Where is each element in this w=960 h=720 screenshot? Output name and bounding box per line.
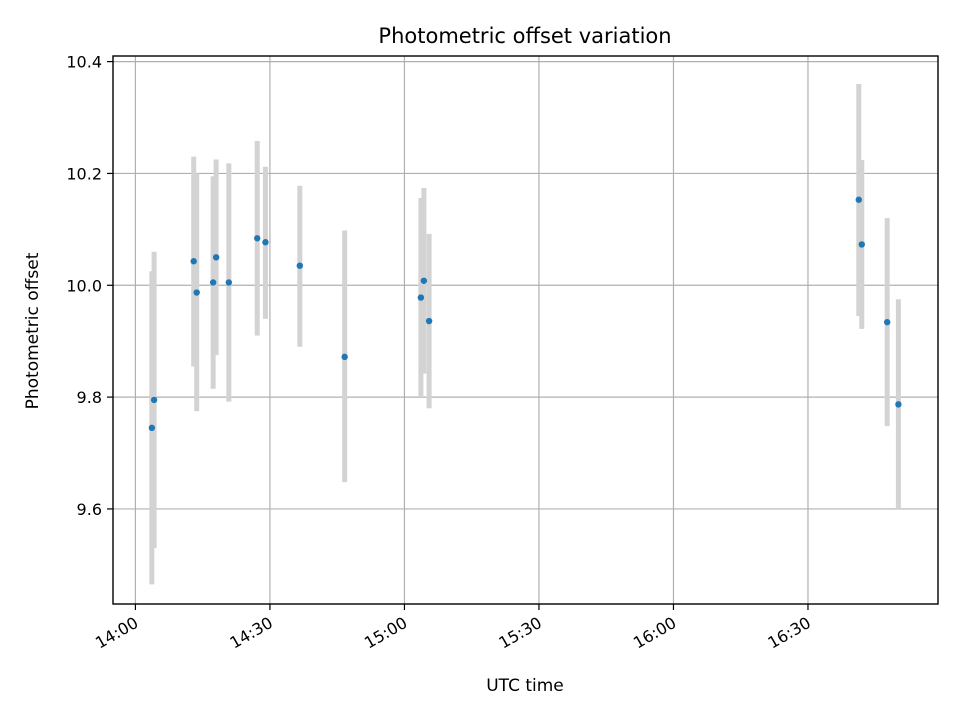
y-tick-label: 9.6: [77, 500, 102, 519]
data-point: [296, 262, 304, 269]
data-point: [193, 289, 200, 296]
data-point: [858, 241, 865, 248]
chart-title: Photometric offset variation: [378, 24, 671, 48]
data-point: [262, 239, 269, 246]
data-point: [150, 396, 158, 404]
x-axis-label: UTC time: [486, 676, 564, 696]
x-axis-ticks: 14:00 14:30 15:00 15:30 16:00 16:30: [92, 604, 814, 653]
y-tick-label: 9.8: [77, 388, 102, 407]
data-point: [855, 196, 862, 203]
plot-frame: [112, 55, 939, 605]
data-point: [895, 401, 902, 408]
x-tick-label: 15:30: [496, 613, 545, 653]
y-axis-label: Photometric offset: [23, 252, 43, 409]
data-point: [254, 235, 261, 242]
x-tick-label: 14:00: [92, 613, 141, 653]
x-tick-label: 16:30: [765, 613, 814, 653]
data-point: [883, 318, 891, 326]
data-point: [425, 317, 433, 325]
y-tick-label: 10.2: [66, 164, 102, 183]
data-point: [212, 254, 220, 261]
y-tick-label: 10.4: [66, 53, 102, 72]
x-tick-label: 16:00: [630, 613, 679, 653]
data-point: [420, 277, 428, 284]
data-point: [148, 424, 156, 432]
x-tick-label: 14:30: [226, 613, 275, 653]
y-axis-ticks: 9.6 9.8 10.0 10.2 10.4: [66, 53, 113, 519]
data-point: [209, 279, 217, 286]
data-point: [341, 353, 348, 361]
y-tick-label: 10.0: [66, 276, 102, 295]
data-point: [190, 258, 197, 265]
data-point: [417, 294, 425, 301]
x-tick-label: 15:00: [361, 613, 410, 653]
grid: [113, 56, 938, 604]
data-points: [148, 196, 902, 432]
data-point: [225, 279, 233, 286]
